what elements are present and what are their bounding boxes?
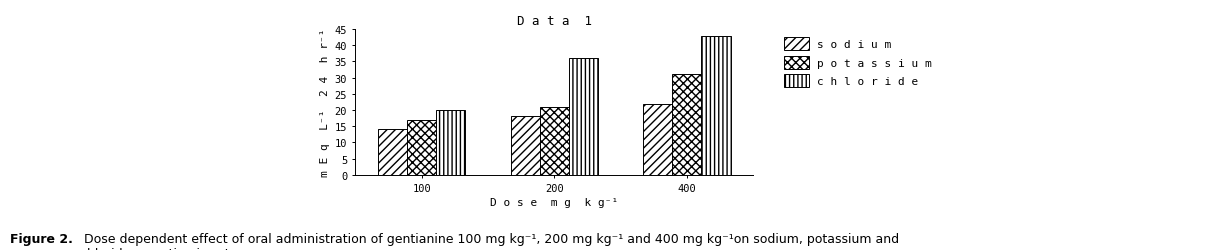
X-axis label: D o s e  m g  k g⁻¹: D o s e m g k g⁻¹ <box>490 198 618 207</box>
Text: Dose dependent effect of oral administration of gentianine 100 mg kg⁻¹, 200 mg k: Dose dependent effect of oral administra… <box>80 232 899 250</box>
Bar <box>436 110 465 175</box>
Title: D a t a  1: D a t a 1 <box>517 14 592 28</box>
Bar <box>643 104 672 175</box>
Bar <box>672 75 701 175</box>
Bar <box>701 36 730 175</box>
Bar <box>378 130 407 175</box>
Legend: s o d i u m, p o t a s s i u m, c h l o r i d e: s o d i u m, p o t a s s i u m, c h l o … <box>778 33 937 93</box>
Text: Figure 2.: Figure 2. <box>10 232 72 245</box>
Bar <box>511 117 540 175</box>
Bar <box>540 107 569 175</box>
Bar <box>407 120 436 175</box>
Y-axis label: m E q  L⁻¹  2 4  h r⁻¹: m E q L⁻¹ 2 4 h r⁻¹ <box>321 28 330 176</box>
Bar <box>569 59 598 175</box>
